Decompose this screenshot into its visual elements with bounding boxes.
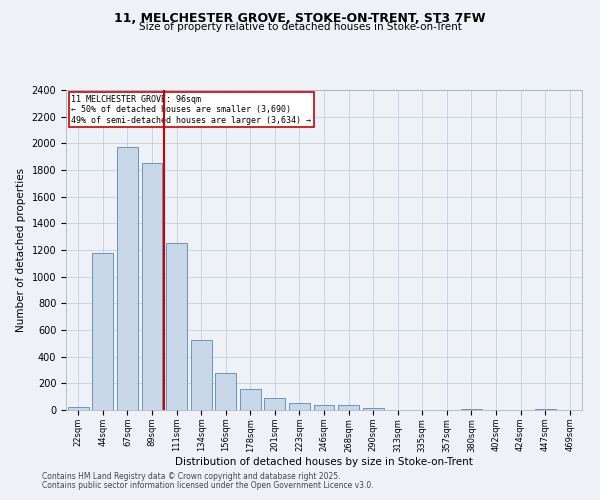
Bar bbox=[314, 404, 334, 410]
Bar bbox=[142, 162, 163, 410]
Bar bbox=[92, 254, 113, 410]
Bar bbox=[362, 408, 383, 410]
Text: Contains HM Land Registry data © Crown copyright and database right 2025.: Contains HM Land Registry data © Crown c… bbox=[42, 472, 341, 481]
Bar bbox=[215, 374, 236, 410]
Text: Size of property relative to detached houses in Stoke-on-Trent: Size of property relative to detached ho… bbox=[139, 22, 461, 32]
Bar bbox=[240, 390, 261, 410]
X-axis label: Distribution of detached houses by size in Stoke-on-Trent: Distribution of detached houses by size … bbox=[175, 457, 473, 467]
Bar bbox=[289, 404, 310, 410]
Bar bbox=[117, 146, 138, 410]
Text: 11, MELCHESTER GROVE, STOKE-ON-TRENT, ST3 7FW: 11, MELCHESTER GROVE, STOKE-ON-TRENT, ST… bbox=[114, 12, 486, 26]
Bar bbox=[338, 404, 359, 410]
Bar bbox=[68, 406, 89, 410]
Bar bbox=[191, 340, 212, 410]
Y-axis label: Number of detached properties: Number of detached properties bbox=[16, 168, 26, 332]
Text: 11 MELCHESTER GROVE: 96sqm
← 50% of detached houses are smaller (3,690)
49% of s: 11 MELCHESTER GROVE: 96sqm ← 50% of deta… bbox=[71, 95, 311, 124]
Bar bbox=[166, 244, 187, 410]
Text: Contains public sector information licensed under the Open Government Licence v3: Contains public sector information licen… bbox=[42, 481, 374, 490]
Bar bbox=[265, 398, 286, 410]
